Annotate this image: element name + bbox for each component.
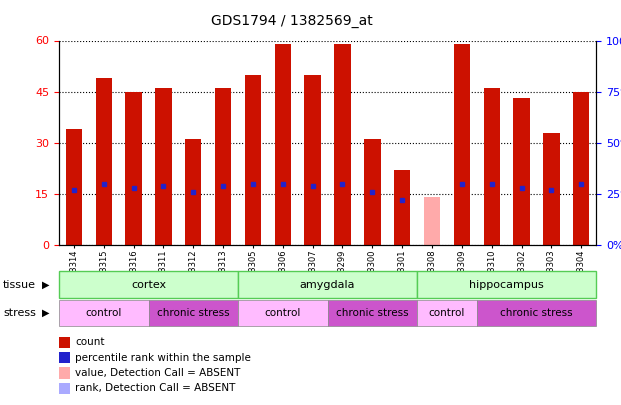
Text: count: count bbox=[75, 337, 105, 347]
Text: control: control bbox=[428, 308, 465, 318]
Bar bbox=[155, 88, 171, 245]
Bar bbox=[454, 44, 470, 245]
Bar bbox=[96, 78, 112, 245]
Bar bbox=[364, 139, 381, 245]
Bar bbox=[477, 300, 596, 326]
Text: chronic stress: chronic stress bbox=[157, 308, 230, 318]
Bar bbox=[394, 170, 410, 245]
Bar bbox=[215, 88, 232, 245]
Text: control: control bbox=[86, 308, 122, 318]
Text: percentile rank within the sample: percentile rank within the sample bbox=[75, 353, 251, 362]
Text: hippocampus: hippocampus bbox=[469, 279, 544, 290]
Bar bbox=[238, 300, 328, 326]
Bar bbox=[484, 88, 500, 245]
Bar bbox=[59, 300, 148, 326]
Text: cortex: cortex bbox=[131, 279, 166, 290]
Text: chronic stress: chronic stress bbox=[336, 308, 409, 318]
Bar bbox=[304, 75, 321, 245]
Text: ▶: ▶ bbox=[42, 308, 50, 318]
Text: tissue: tissue bbox=[3, 279, 36, 290]
Text: amygdala: amygdala bbox=[300, 279, 355, 290]
Bar bbox=[543, 132, 560, 245]
Bar bbox=[328, 300, 417, 326]
Bar bbox=[417, 271, 596, 298]
Bar bbox=[66, 129, 82, 245]
Bar bbox=[238, 271, 417, 298]
Bar bbox=[125, 92, 142, 245]
Bar bbox=[274, 44, 291, 245]
Bar bbox=[59, 271, 238, 298]
Text: ▶: ▶ bbox=[42, 279, 50, 290]
Bar bbox=[148, 300, 238, 326]
Text: GDS1794 / 1382569_at: GDS1794 / 1382569_at bbox=[211, 14, 373, 28]
Text: value, Detection Call = ABSENT: value, Detection Call = ABSENT bbox=[75, 368, 240, 378]
Bar bbox=[424, 197, 440, 245]
Bar bbox=[417, 300, 477, 326]
Bar bbox=[514, 98, 530, 245]
Bar bbox=[185, 139, 201, 245]
Text: chronic stress: chronic stress bbox=[500, 308, 573, 318]
Bar bbox=[334, 44, 351, 245]
Text: rank, Detection Call = ABSENT: rank, Detection Call = ABSENT bbox=[75, 384, 235, 393]
Text: control: control bbox=[265, 308, 301, 318]
Text: stress: stress bbox=[3, 308, 36, 318]
Bar bbox=[573, 92, 589, 245]
Bar bbox=[245, 75, 261, 245]
